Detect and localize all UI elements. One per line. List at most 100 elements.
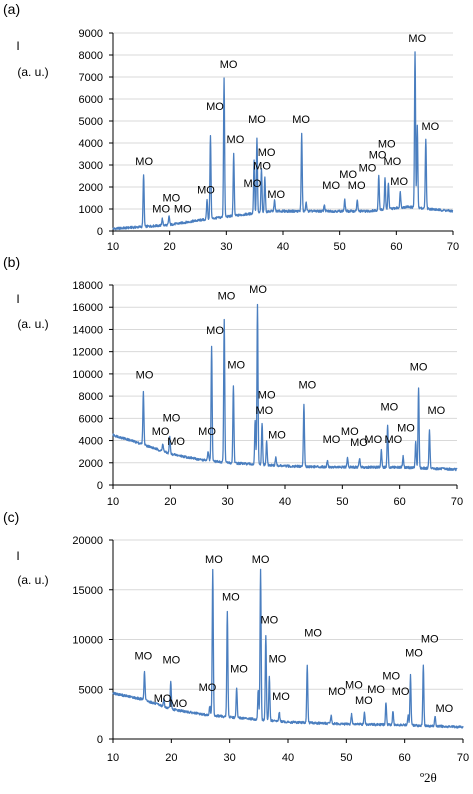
- y-tick-label: 8000: [79, 50, 103, 62]
- peak-annotation: MO: [323, 434, 341, 446]
- peak-annotation: MO: [135, 156, 153, 168]
- y-tick-label: 18000: [72, 280, 103, 292]
- y-tick-label: 0: [97, 734, 103, 746]
- peak-annotation: MO: [341, 426, 359, 438]
- peak-annotation: MO: [382, 670, 400, 682]
- peak-annotation: MO: [199, 682, 217, 694]
- y-axis-label: I: [16, 549, 19, 563]
- peak-annotation: MO: [167, 436, 185, 448]
- x-tick-label: 20: [164, 496, 176, 508]
- y-tick-label: 0: [97, 226, 103, 238]
- y-axis-unit-label: (a. u.): [17, 65, 48, 79]
- xrd-pattern-line: [112, 568, 464, 729]
- peak-annotation: MO: [249, 284, 267, 296]
- peak-annotation: MO: [174, 203, 192, 215]
- peak-annotation: MO: [169, 698, 187, 710]
- peak-annotation: MO: [269, 653, 287, 665]
- y-axis-label: I: [16, 39, 19, 53]
- x-tick-label: 20: [164, 241, 176, 253]
- peak-annotation: MO: [162, 654, 180, 666]
- peak-annotation: MO: [253, 160, 271, 172]
- x-tick-label: 30: [222, 496, 234, 508]
- y-tick-label: 0: [97, 480, 103, 492]
- peak-annotation: MO: [328, 686, 346, 698]
- peak-annotation: MO: [267, 189, 285, 201]
- y-tick-label: 5000: [79, 684, 103, 696]
- x-tick-label: 70: [447, 241, 459, 253]
- peak-annotation: MO: [218, 290, 236, 302]
- y-axis-unit-label: (a. u.): [17, 317, 48, 331]
- peak-annotation: MO: [380, 402, 398, 414]
- xrd-pattern-line: [112, 303, 458, 472]
- y-axis-unit-label: (a. u.): [17, 573, 48, 587]
- peak-annotation: MO: [244, 178, 262, 190]
- peak-annotation: MO: [298, 379, 316, 391]
- peak-annotation: MO: [272, 691, 290, 703]
- peak-annotation: MO: [378, 138, 396, 150]
- chart-panel: 0 2000 4000 6000 8000 10000 12000 14000 16000 180…: [3, 254, 463, 508]
- panel-label: (c): [3, 509, 19, 525]
- peak-annotation: MO: [345, 679, 363, 691]
- y-tick-label: 15000: [72, 585, 103, 597]
- peak-annotation: MO: [421, 633, 439, 645]
- peak-annotation: MO: [292, 114, 310, 126]
- y-tick-label: 7000: [79, 72, 103, 84]
- peak-annotation: MO: [427, 405, 445, 417]
- x-tick-label: 70: [457, 752, 469, 764]
- peak-annotation: MO: [405, 647, 423, 659]
- peak-annotation: MO: [258, 389, 276, 401]
- peak-annotation: MO: [163, 413, 181, 425]
- peak-annotation: MO: [410, 362, 428, 374]
- peak-annotation: MO: [255, 405, 273, 417]
- peak-annotation: MO: [390, 176, 408, 188]
- peak-annotation: MO: [260, 615, 278, 627]
- x-tick-label: 40: [282, 752, 294, 764]
- y-tick-label: 9000: [79, 28, 103, 40]
- y-tick-label: 2000: [79, 458, 103, 470]
- peak-annotation: MO: [383, 156, 401, 168]
- peak-annotation: MO: [198, 426, 216, 438]
- y-tick-label: 4000: [79, 138, 103, 150]
- xrd-pattern-line: [112, 51, 454, 231]
- y-tick-label: 10000: [72, 369, 103, 381]
- peak-annotation: MO: [230, 663, 248, 675]
- peak-annotation: MO: [136, 369, 154, 381]
- chart-panel: 0 1000 2000 3000 4000 5000 6000 7000 8000 9000 10 2…: [3, 1, 459, 253]
- peak-annotation: MO: [359, 163, 377, 175]
- y-tick-label: 3000: [79, 160, 103, 172]
- peak-annotation: MO: [206, 101, 224, 113]
- panel-label: (a): [3, 1, 20, 17]
- y-tick-label: 6000: [79, 413, 103, 425]
- peak-annotation: MO: [408, 33, 426, 45]
- peak-annotation: MO: [152, 203, 170, 215]
- peak-annotation: MO: [435, 703, 453, 715]
- peak-annotation: MO: [197, 185, 215, 197]
- peak-annotation: MO: [304, 628, 322, 640]
- peak-annotation: MO: [248, 114, 266, 126]
- x-tick-label: 50: [340, 752, 352, 764]
- peak-annotation: MO: [252, 554, 270, 566]
- peak-annotation: MO: [421, 121, 439, 133]
- x-tick-label: 50: [336, 496, 348, 508]
- y-tick-label: 1000: [79, 204, 103, 216]
- peak-annotation: MO: [322, 180, 340, 192]
- x-tick-label: 50: [334, 241, 346, 253]
- peak-annotation: MO: [154, 693, 172, 705]
- peak-annotation: MO: [227, 134, 245, 146]
- y-tick-label: 2000: [79, 182, 103, 194]
- peak-annotation: MO: [162, 192, 180, 204]
- x-tick-label: 10: [107, 241, 119, 253]
- peak-annotation: MO: [205, 554, 223, 566]
- x-tick-label: 20: [165, 752, 177, 764]
- x-tick-label: 40: [277, 241, 289, 253]
- y-tick-label: 6000: [79, 94, 103, 106]
- peak-annotation: MO: [348, 180, 366, 192]
- x-tick-label: 30: [224, 752, 236, 764]
- peak-annotation: MO: [227, 359, 245, 371]
- y-tick-label: 10000: [72, 635, 103, 647]
- peak-annotation: MO: [220, 59, 238, 71]
- y-tick-label: 12000: [72, 347, 103, 359]
- x-tick-label: 10: [107, 496, 119, 508]
- peak-annotation: MO: [367, 684, 385, 696]
